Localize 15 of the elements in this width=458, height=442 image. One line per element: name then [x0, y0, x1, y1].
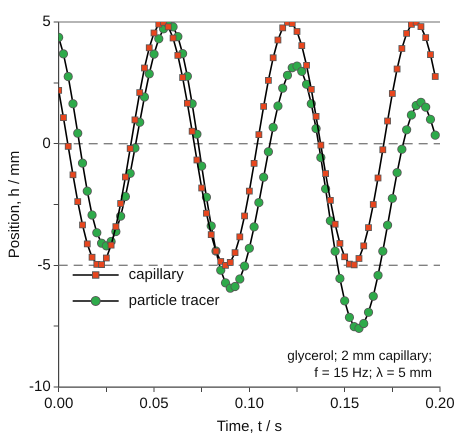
- annotation: glycerol; 2 mm capillary;: [287, 348, 432, 363]
- x-tick-label: 0.20: [425, 395, 455, 412]
- y-tick-label: -10: [28, 378, 51, 396]
- x-tick-label: 0.15: [330, 395, 360, 412]
- x-tick-label: 0.05: [139, 395, 169, 412]
- annotation: f = 15 Hz; λ = 5 mm: [314, 365, 432, 380]
- x-tick-label: 0.10: [234, 395, 264, 412]
- x-tick-label: 0.00: [44, 395, 74, 412]
- y-tick-label: 0: [42, 134, 51, 152]
- legend-label: capillary: [128, 266, 184, 284]
- y-axis-title: Position, h / mm: [6, 150, 24, 258]
- y-tick-label: -5: [37, 256, 51, 274]
- x-axis-title: Time, t / s: [216, 418, 282, 436]
- y-tick-label: 5: [42, 13, 51, 30]
- legend-label: particle tracer: [128, 292, 220, 310]
